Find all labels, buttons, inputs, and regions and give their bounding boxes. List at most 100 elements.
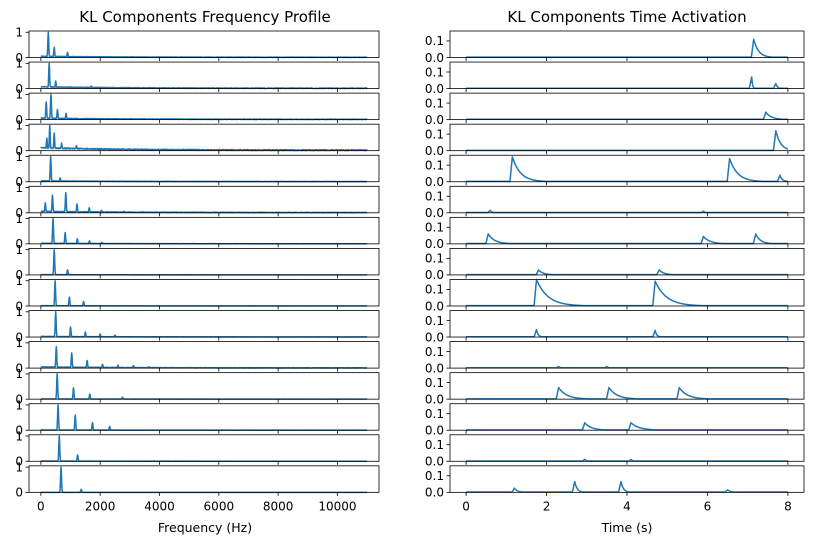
freq-y-tick-label: 1 xyxy=(15,150,23,164)
time-x-axis: 0 2 4 6 8 xyxy=(462,499,791,513)
freq-panel-frame xyxy=(28,154,380,183)
freq-series-line-8 xyxy=(40,248,368,276)
freq-y-tick-label: 0 xyxy=(15,299,23,313)
time-y-tick-label: 0.0 xyxy=(425,268,444,282)
time-y-tick-label: 0.1 xyxy=(425,96,444,110)
freq-series-line-12 xyxy=(40,373,368,400)
time-x-tick-label: 4 xyxy=(623,499,631,513)
freq-y-tick-label: 1 xyxy=(15,181,23,195)
freq-panel-frame xyxy=(28,403,380,431)
freq-panel-frame xyxy=(28,434,380,462)
freq-y-tick-label: 1 xyxy=(15,88,23,102)
freq-series-line-7 xyxy=(40,217,368,245)
freq-series-line-9 xyxy=(40,279,368,307)
time-y-tick-label: 0.1 xyxy=(425,252,444,266)
time-y-tick-label: 0.0 xyxy=(425,113,444,127)
time-series-line-10 xyxy=(465,328,789,338)
time-series-line-14 xyxy=(465,458,789,462)
freq-x-tick-label: 6000 xyxy=(204,499,235,513)
freq-y-tick-label: 0 xyxy=(15,237,23,251)
freq-y-tick-label: 0 xyxy=(15,51,23,65)
freq-series-line-15 xyxy=(40,466,368,494)
freq-y-tick-label: 0 xyxy=(15,175,23,189)
time-panel-frame xyxy=(449,279,805,307)
freq-panel-12: 01 xyxy=(15,367,380,406)
time-panel-7: 0.00.1 xyxy=(425,216,805,251)
time-series-line-11 xyxy=(465,365,789,369)
time-panel-frame xyxy=(449,310,805,338)
right-chart-title: KL Components Time Activation xyxy=(507,8,746,26)
time-panel-frame xyxy=(449,465,805,493)
time-y-tick-label: 0.1 xyxy=(425,34,444,48)
freq-series-line-2 xyxy=(40,62,368,90)
left-x-axis-label: Frequency (Hz) xyxy=(158,520,252,535)
time-series-line-6 xyxy=(465,209,789,214)
freq-y-tick-label: 1 xyxy=(15,243,23,257)
freq-panel-frame xyxy=(28,310,380,338)
freq-panel-10: 01 xyxy=(15,305,380,344)
time-y-tick-label: 0.1 xyxy=(425,438,444,452)
freq-y-tick-label: 0 xyxy=(15,330,23,344)
freq-y-tick-label: 0 xyxy=(15,392,23,406)
freq-panel-14: 01 xyxy=(15,429,380,469)
time-y-tick-label: 0.0 xyxy=(425,82,444,96)
freq-series-line-10 xyxy=(40,311,368,338)
freq-y-tick-label: 0 xyxy=(15,144,23,158)
freq-panel-frame xyxy=(28,341,380,369)
time-y-tick-label: 0.0 xyxy=(425,144,444,158)
freq-series-line-11 xyxy=(40,345,368,369)
time-activation-panels: 0.00.10.00.10.00.10.00.10.00.10.00.10.00… xyxy=(425,30,805,500)
time-series-line-7 xyxy=(465,233,789,245)
freq-panel-frame xyxy=(28,216,380,245)
freq-y-tick-label: 1 xyxy=(15,274,23,288)
freq-series-line-3 xyxy=(40,93,368,121)
freq-y-tick-label: 0 xyxy=(15,455,23,469)
time-panel-frame xyxy=(449,341,805,369)
time-y-tick-label: 0.0 xyxy=(425,424,444,438)
time-panel-13: 0.00.1 xyxy=(425,403,805,438)
freq-series-line-4 xyxy=(40,124,368,152)
freq-panel-frame xyxy=(28,92,380,121)
freq-panel-1: 01 xyxy=(15,26,380,65)
time-series-line-2 xyxy=(465,76,789,89)
freq-panel-7: 01 xyxy=(15,212,380,251)
freq-y-tick-label: 1 xyxy=(15,119,23,133)
freq-panel-2: 01 xyxy=(15,57,380,96)
freq-y-tick-label: 0 xyxy=(15,486,23,500)
freq-y-tick-label: 1 xyxy=(15,57,23,71)
freq-panel-frame xyxy=(28,30,380,58)
freq-y-tick-label: 1 xyxy=(15,212,23,226)
time-series-line-4 xyxy=(465,130,789,152)
time-x-tick-label: 0 xyxy=(462,499,470,513)
freq-panel-5: 01 xyxy=(15,150,380,189)
time-panel-4: 0.00.1 xyxy=(425,123,805,158)
time-y-tick-label: 0.1 xyxy=(425,221,444,235)
freq-y-tick-label: 0 xyxy=(15,206,23,220)
freq-y-tick-label: 1 xyxy=(15,429,23,443)
freq-y-tick-label: 0 xyxy=(15,424,23,438)
time-panel-6: 0.00.1 xyxy=(425,185,805,220)
freq-panel-9: 01 xyxy=(15,274,380,313)
freq-panel-frame xyxy=(28,248,380,276)
freq-y-tick-label: 1 xyxy=(15,26,23,40)
time-y-tick-label: 0.0 xyxy=(425,392,444,406)
freq-panel-frame xyxy=(28,185,380,214)
time-panel-frame xyxy=(449,92,805,121)
freq-y-tick-label: 1 xyxy=(15,336,23,350)
freq-panel-6: 01 xyxy=(15,181,380,220)
time-y-tick-label: 0.0 xyxy=(425,206,444,220)
time-panel-5: 0.00.1 xyxy=(425,154,805,189)
time-panel-frame xyxy=(449,154,805,183)
time-panel-10: 0.00.1 xyxy=(425,310,805,344)
freq-series-line-13 xyxy=(40,404,368,431)
freq-panel-frame xyxy=(28,123,380,152)
freq-panel-frame xyxy=(28,279,380,307)
time-panel-frame xyxy=(449,185,805,214)
time-series-line-13 xyxy=(465,422,789,431)
freq-panel-13: 01 xyxy=(15,398,380,438)
frequency-x-axis: 0 2000 4000 6000 8000 10000 xyxy=(37,499,357,513)
time-panel-12: 0.00.1 xyxy=(425,372,805,406)
freq-series-line-6 xyxy=(40,191,368,214)
time-y-tick-label: 0.1 xyxy=(425,158,444,172)
time-series-line-3 xyxy=(465,111,789,121)
